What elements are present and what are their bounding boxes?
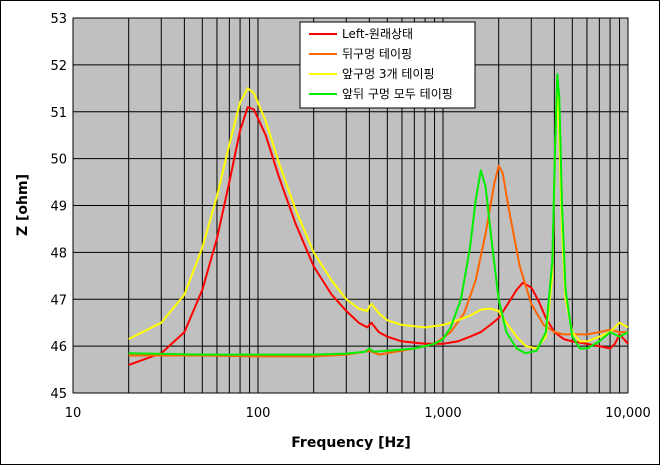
legend-label: 앞구멍 3개 테이핑 [342,67,435,81]
legend-label: 앞뒤 구멍 모두 테이핑 [342,87,453,101]
legend-label: Left-원래상태 [342,27,413,41]
x-axis-title: Frequency [Hz] [291,435,410,451]
x-tick-label: 10 [65,406,82,421]
y-tick-label: 46 [50,340,67,355]
y-tick-label: 47 [50,293,67,308]
legend-label: 뒤구멍 테이핑 [342,47,412,61]
y-tick-label: 45 [50,387,67,402]
y-axis-title: Z [ohm] [15,174,31,236]
x-tick-label: 1,000 [424,406,461,421]
y-tick-label: 53 [50,12,67,27]
x-tick-label: 10,000 [605,406,651,421]
series-line-4 [128,73,629,356]
series-lines [128,73,629,366]
y-tick-label: 48 [50,246,67,261]
y-tick-label: 52 [50,59,67,74]
y-tick-labels: 45 46 47 48 49 50 51 52 53 [50,12,67,402]
y-tick-label: 49 [50,200,67,215]
x-tick-labels: 10 100 1,000 10,000 [65,406,651,421]
x-tick-label: 100 [246,406,271,421]
y-tick-label: 50 [50,153,67,168]
y-tick-label: 51 [50,106,67,121]
